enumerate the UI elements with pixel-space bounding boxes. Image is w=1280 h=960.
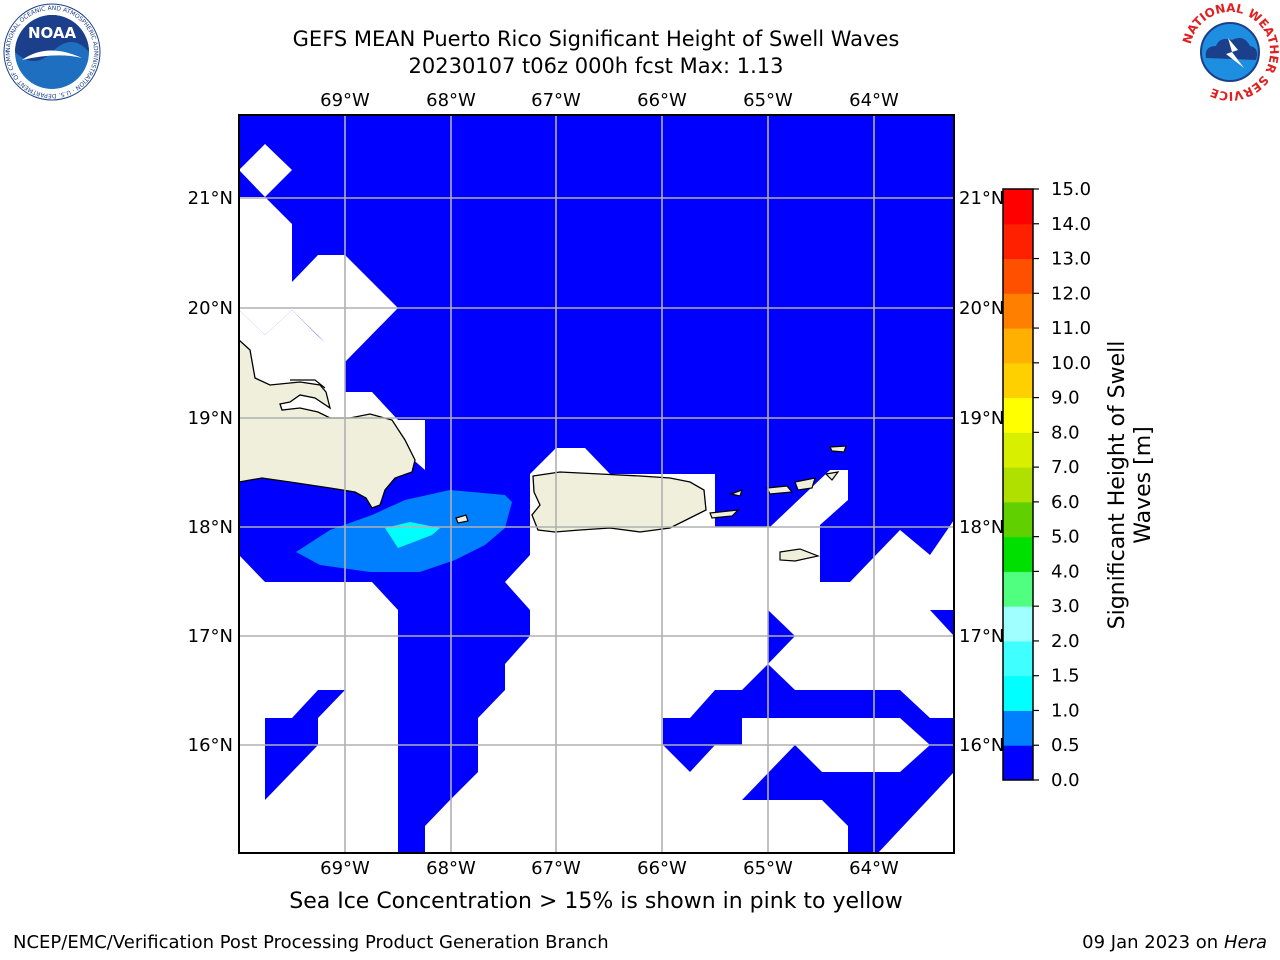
footer-branch: NCEP/EMC/Verification Post Processing Pr… <box>13 932 609 953</box>
chart-subtitle: 20230107 t06z 000h fcst Max: 1.13 <box>408 54 784 78</box>
lat-label: 18°N <box>959 517 1004 538</box>
colorbar-box <box>1003 710 1033 746</box>
footer-date: 09 Jan 2023 on Hera <box>1082 932 1267 953</box>
lon-label: 66°W <box>637 858 687 879</box>
colorbar-box <box>1003 362 1033 399</box>
lon-label: 65°W <box>743 90 793 111</box>
colorbar-box <box>1003 571 1033 607</box>
lon-labels-top: 69°W 68°W 67°W 66°W 65°W 64°W <box>320 90 899 111</box>
colorbar-tick-label: 8.0 <box>1051 422 1080 443</box>
colorbar-tick-label: 12.0 <box>1051 283 1091 304</box>
colorbar-tick-label: 5.0 <box>1051 527 1080 548</box>
chart-title: GEFS MEAN Puerto Rico Significant Height… <box>292 27 900 51</box>
colorbar-box <box>1003 328 1033 364</box>
colorbar-tick-label: 10.0 <box>1051 353 1091 374</box>
swell-band-0-05-east <box>930 610 954 636</box>
land-st-croix <box>779 548 821 562</box>
lat-label: 19°N <box>188 408 233 429</box>
colorbar-ticks: 0.0 0.5 1.0 1.5 2.0 3.0 4.0 5.0 6.0 7.0 8.0 9.0 10.0… <box>1033 179 1091 791</box>
lon-label: 67°W <box>531 90 581 111</box>
colorbar-box <box>1003 675 1033 711</box>
swell-band-0-05-south-2 <box>663 610 954 853</box>
colorbar-box <box>1003 467 1033 503</box>
lat-label: 16°N <box>959 735 1004 756</box>
colorbar-tick-label: 6.0 <box>1051 492 1080 513</box>
lon-label: 64°W <box>849 90 899 111</box>
nws-logo: NATIONAL WEATHER SERVICE <box>1180 2 1280 102</box>
land-small-islands-west <box>290 379 326 389</box>
colorbar-frame <box>1002 188 1034 781</box>
colorbar-box <box>1003 223 1033 260</box>
colorbar-box <box>1003 606 1033 642</box>
land-virgin-islands <box>728 445 847 497</box>
map-frame <box>238 114 955 854</box>
no-data-patch-1 <box>239 144 292 197</box>
colorbar-box <box>1003 432 1033 468</box>
colorbar-tick-label: 2.0 <box>1051 631 1080 652</box>
colorbar-tick-label: 1.0 <box>1051 700 1080 721</box>
colorbar-box <box>1003 258 1033 294</box>
lon-label: 68°W <box>426 90 476 111</box>
colorbar-box <box>1003 745 1033 781</box>
lon-label: 64°W <box>849 858 899 879</box>
noaa-logo: NATIONAL OCEANIC AND ATMOSPHERIC ADMINIS… <box>2 2 101 101</box>
colorbar-tick-label: 4.0 <box>1051 561 1080 582</box>
colorbar-tick-label: 15.0 <box>1051 179 1091 200</box>
lon-label: 68°W <box>426 858 476 879</box>
colorbar <box>1003 189 1033 781</box>
lat-label: 20°N <box>959 298 1004 319</box>
colorbar-label-line2: Waves [m] <box>1131 426 1156 543</box>
lon-label: 65°W <box>743 858 793 879</box>
lat-label: 18°N <box>188 517 233 538</box>
map-gridlines <box>239 115 954 853</box>
colorbar-tick-label: 0.0 <box>1051 770 1080 791</box>
lon-labels-bottom: 69°W 68°W 67°W 66°W 65°W 64°W <box>320 858 899 879</box>
colorbar-label-line1: Significant Height of Swell <box>1105 341 1130 630</box>
land-vieques <box>709 509 740 519</box>
colorbar-tick-label: 0.5 <box>1051 735 1080 756</box>
lon-label: 69°W <box>320 90 370 111</box>
colorbar-tick-label: 3.0 <box>1051 596 1080 617</box>
lat-labels-right: 21°N 20°N 19°N 18°N 17°N 16°N <box>959 188 1004 756</box>
colorbar-box <box>1003 189 1033 225</box>
colorbar-tick-label: 1.5 <box>1051 666 1080 687</box>
footer-host: Hera <box>1223 932 1267 953</box>
colorbar-tick-label: 11.0 <box>1051 318 1091 339</box>
noaa-logo-text: NOAA <box>28 24 77 42</box>
sea-ice-note: Sea Ice Concentration > 15% is shown in … <box>289 889 903 914</box>
lon-label: 67°W <box>531 858 581 879</box>
lat-label: 17°N <box>959 626 1004 647</box>
colorbar-box <box>1003 293 1033 329</box>
colorbar-tick-label: 14.0 <box>1051 214 1091 235</box>
land-puerto-rico <box>531 471 707 533</box>
colorbar-tick-label: 13.0 <box>1051 249 1091 270</box>
colorbar-box <box>1003 536 1033 572</box>
map-content <box>239 115 954 853</box>
land-mona-island <box>455 514 469 524</box>
swell-band-10-15 <box>385 522 440 548</box>
footer-date-text: 09 Jan 2023 on <box>1082 932 1219 953</box>
no-data-patch-2 <box>239 197 398 362</box>
colorbar-tick-label: 7.0 <box>1051 457 1080 478</box>
colorbar-box <box>1003 640 1033 677</box>
swell-band-0-05 <box>239 115 954 853</box>
lat-label: 17°N <box>188 626 233 647</box>
lat-label: 21°N <box>188 188 233 209</box>
lat-label: 20°N <box>188 298 233 319</box>
colorbar-tick-label: 9.0 <box>1051 388 1080 409</box>
lon-label: 66°W <box>637 90 687 111</box>
lon-label: 69°W <box>320 858 370 879</box>
colorbar-box <box>1003 397 1033 433</box>
lat-label: 19°N <box>959 408 1004 429</box>
lat-labels-left: 21°N 20°N 19°N 18°N 17°N 16°N <box>188 188 233 756</box>
lat-label: 21°N <box>959 188 1004 209</box>
colorbar-box <box>1003 501 1033 538</box>
lat-label: 16°N <box>188 735 233 756</box>
